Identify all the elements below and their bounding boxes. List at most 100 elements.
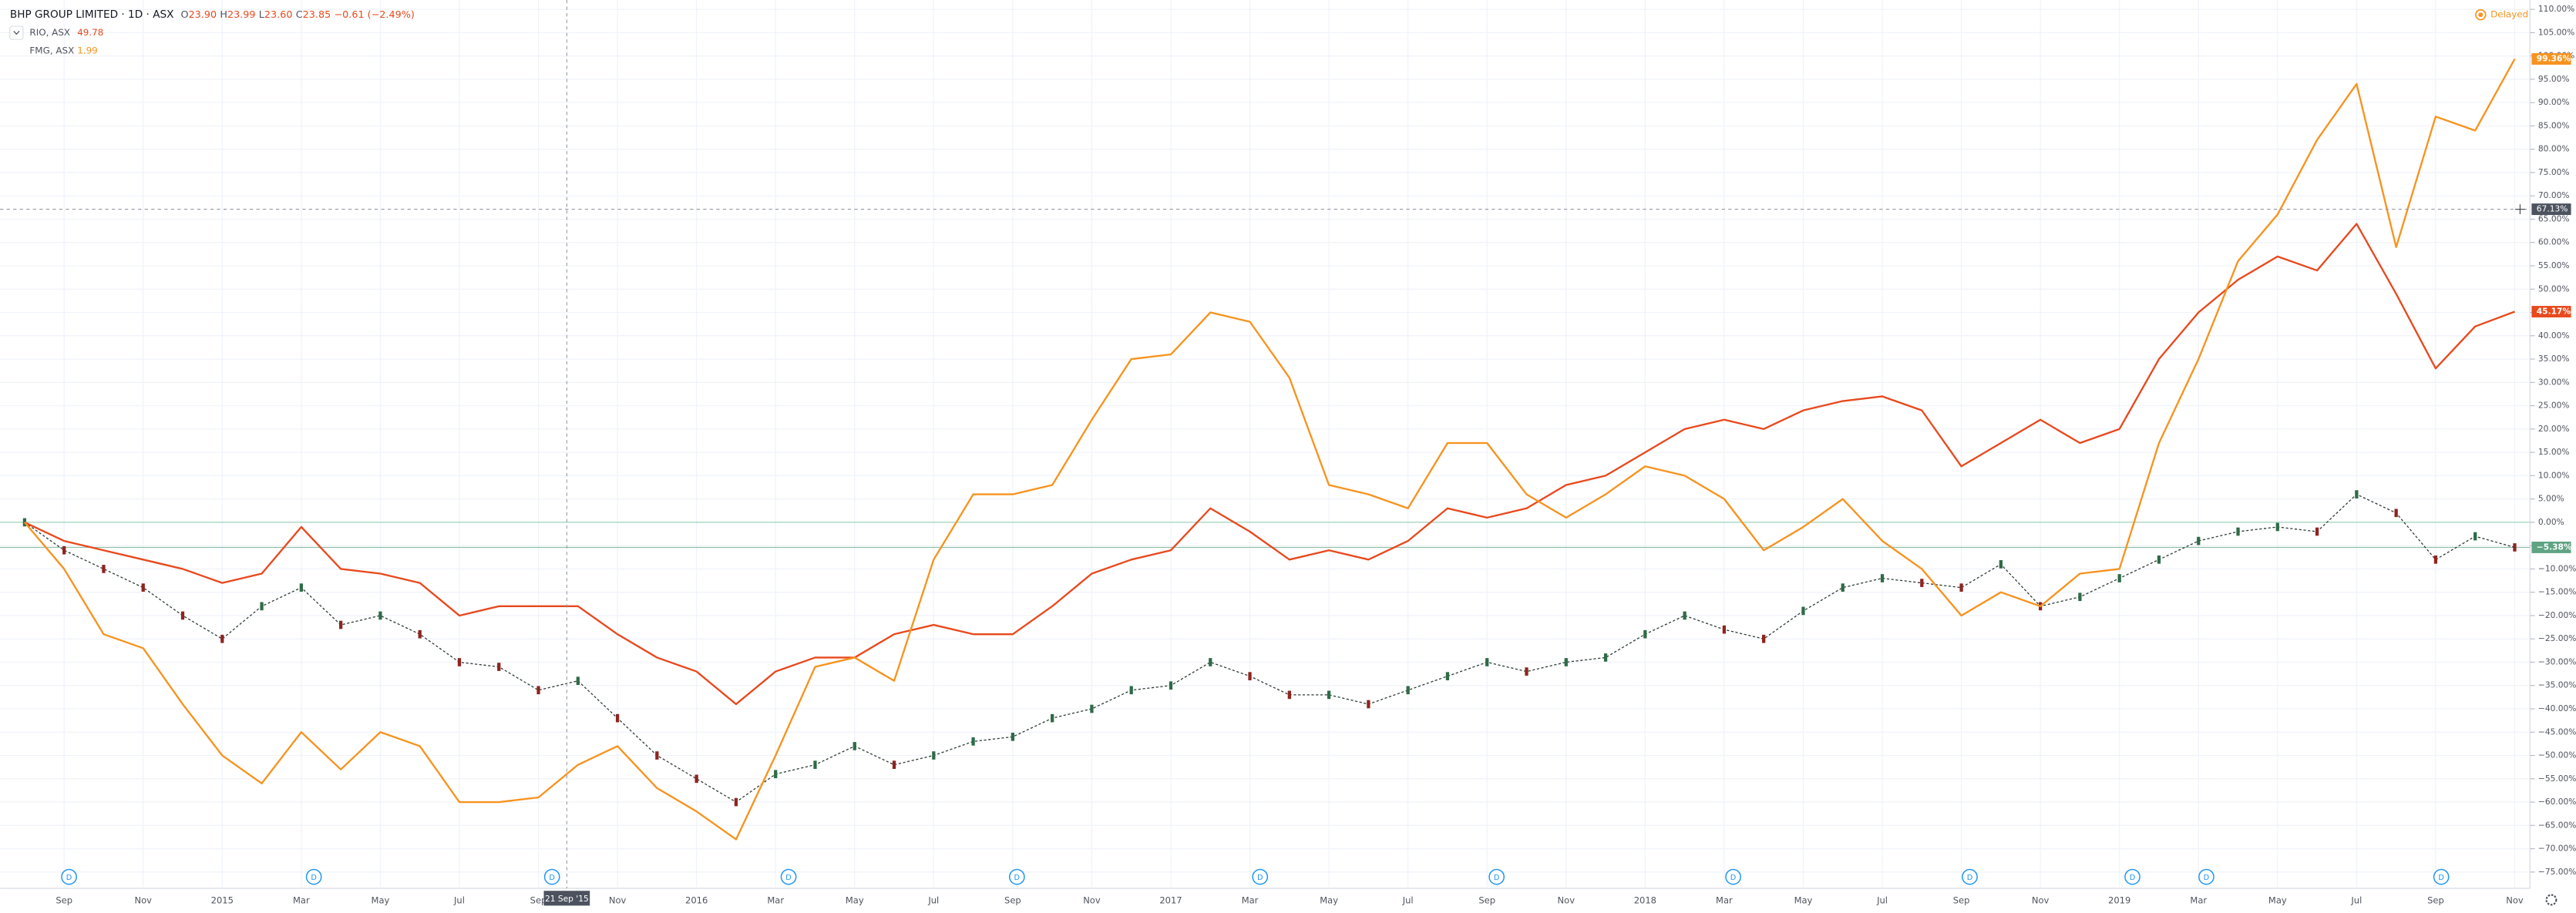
- crosshair-y-box: [2531, 203, 2571, 216]
- y-tick-label: −75.00%: [2538, 867, 2576, 877]
- crosshair-x-label: 21 Sep '15: [545, 894, 589, 904]
- y-tick-label: −15.00%: [2538, 587, 2576, 597]
- x-tick-label: Sep: [1478, 895, 1495, 906]
- candle: [1445, 672, 1450, 680]
- dividend-label: D: [2130, 874, 2136, 882]
- dividend-marker[interactable]: [61, 868, 77, 885]
- y-tick-label: 0.00%: [2538, 517, 2564, 527]
- x-tick-label: Sep: [530, 895, 547, 906]
- candle: [418, 629, 422, 639]
- candle: [62, 545, 66, 555]
- y-tick-label: 10.00%: [2538, 470, 2570, 480]
- x-tick-label: Nov: [2032, 895, 2050, 906]
- candle: [813, 760, 817, 769]
- y-tick-label: −10.00%: [2538, 563, 2576, 573]
- settings-button[interactable]: [2545, 894, 2558, 906]
- grid: [0, 0, 2531, 889]
- candle: [1287, 690, 1291, 700]
- x-tick-label: Jul: [453, 895, 465, 906]
- x-tick-label: May: [1794, 895, 1813, 906]
- candle: [2513, 543, 2517, 552]
- last-value-box: [2531, 542, 2571, 553]
- candle: [102, 565, 106, 573]
- y-tick-label: 105.00%: [2538, 27, 2574, 37]
- dividend-label: D: [2438, 874, 2444, 882]
- last-value-label: −5.38%: [2537, 542, 2572, 552]
- x-tick-label: Sep: [2427, 895, 2444, 906]
- candle: [497, 663, 501, 671]
- candle: [22, 518, 27, 527]
- ohlc-key: C: [296, 9, 303, 21]
- candle: [260, 602, 264, 611]
- candle: [2275, 522, 2279, 532]
- dividend-marker[interactable]: [1962, 868, 1978, 885]
- x-tick-label: May: [372, 895, 390, 906]
- candle: [1762, 634, 1766, 643]
- y-tick-label: 90.00%: [2538, 97, 2570, 107]
- status-icon-dot: [2478, 12, 2484, 18]
- y-tick-label: 75.00%: [2538, 167, 2570, 177]
- candle: [1051, 713, 1054, 723]
- candle: [220, 634, 224, 643]
- candle: [2197, 536, 2201, 545]
- dividend-marker[interactable]: [2124, 868, 2141, 885]
- candle: [1959, 583, 1963, 592]
- candle: [2315, 527, 2319, 536]
- y-tick-label: −50.00%: [2538, 750, 2576, 760]
- y-tick-label: 20.00%: [2538, 424, 2570, 434]
- y-tick-label: −30.00%: [2538, 656, 2576, 666]
- x-tick-label: Nov: [1558, 895, 1576, 906]
- y-tick-label: −60.00%: [2538, 797, 2576, 807]
- y-tick-label: 50.00%: [2538, 284, 2570, 294]
- crosshair-x-box: [543, 891, 590, 906]
- candle: [378, 611, 382, 620]
- dividend-marker[interactable]: [1488, 868, 1505, 885]
- y-tick-label: −35.00%: [2538, 680, 2576, 690]
- candle: [457, 658, 462, 666]
- y-tick-label: −40.00%: [2538, 703, 2576, 713]
- dividend-marker[interactable]: [2198, 868, 2214, 885]
- price-axis: [2530, 0, 2576, 913]
- legend-value: 49.78: [77, 27, 103, 38]
- dividend-marker[interactable]: [780, 868, 797, 885]
- dividend-marker[interactable]: [1008, 868, 1025, 885]
- candle: [1801, 606, 1805, 616]
- status[interactable]: Delayed: [2490, 9, 2528, 20]
- y-tick-label: 110.00%: [2538, 4, 2574, 14]
- y-tick-label: 30.00%: [2538, 377, 2570, 387]
- x-tick-label: Sep: [1004, 895, 1021, 906]
- x-tick-label: Nov: [1083, 895, 1101, 906]
- ohlc-value: 23.90: [189, 9, 217, 21]
- dividend-marker[interactable]: [543, 868, 560, 885]
- x-tick-label: Nov: [2506, 895, 2524, 906]
- collapse-icon: [13, 31, 20, 35]
- candle: [971, 737, 975, 746]
- collapse-button[interactable]: [9, 25, 24, 40]
- dividend-marker[interactable]: [1725, 868, 1741, 885]
- dividend-marker[interactable]: [1252, 868, 1269, 885]
- dividend-label: D: [1257, 874, 1263, 882]
- x-tick-label: Mar: [1242, 895, 1259, 906]
- dividend-marker[interactable]: [2433, 868, 2450, 885]
- ohlc-key: O: [181, 9, 189, 21]
- candle: [2157, 555, 2161, 564]
- x-tick-label: May: [846, 895, 864, 906]
- x-tick-label: Mar: [767, 895, 784, 906]
- dividend-label: D: [785, 874, 792, 882]
- candle: [932, 751, 936, 760]
- candle: [180, 611, 185, 620]
- candle: [141, 583, 145, 592]
- x-tick-label: Sep: [55, 895, 72, 906]
- legend-name: RIO, ASX: [29, 27, 70, 38]
- dividend-label: D: [311, 874, 317, 882]
- candle: [853, 742, 856, 750]
- last-value-label: 99.36%: [2537, 54, 2571, 64]
- x-tick-label: Mar: [2190, 895, 2207, 906]
- dividend-marker[interactable]: [305, 868, 322, 885]
- candle: [1564, 658, 1568, 666]
- x-tick-label: May: [2268, 895, 2287, 906]
- ohlc-value: 23.99: [227, 9, 256, 21]
- x-tick-label: Sep: [1953, 895, 1970, 906]
